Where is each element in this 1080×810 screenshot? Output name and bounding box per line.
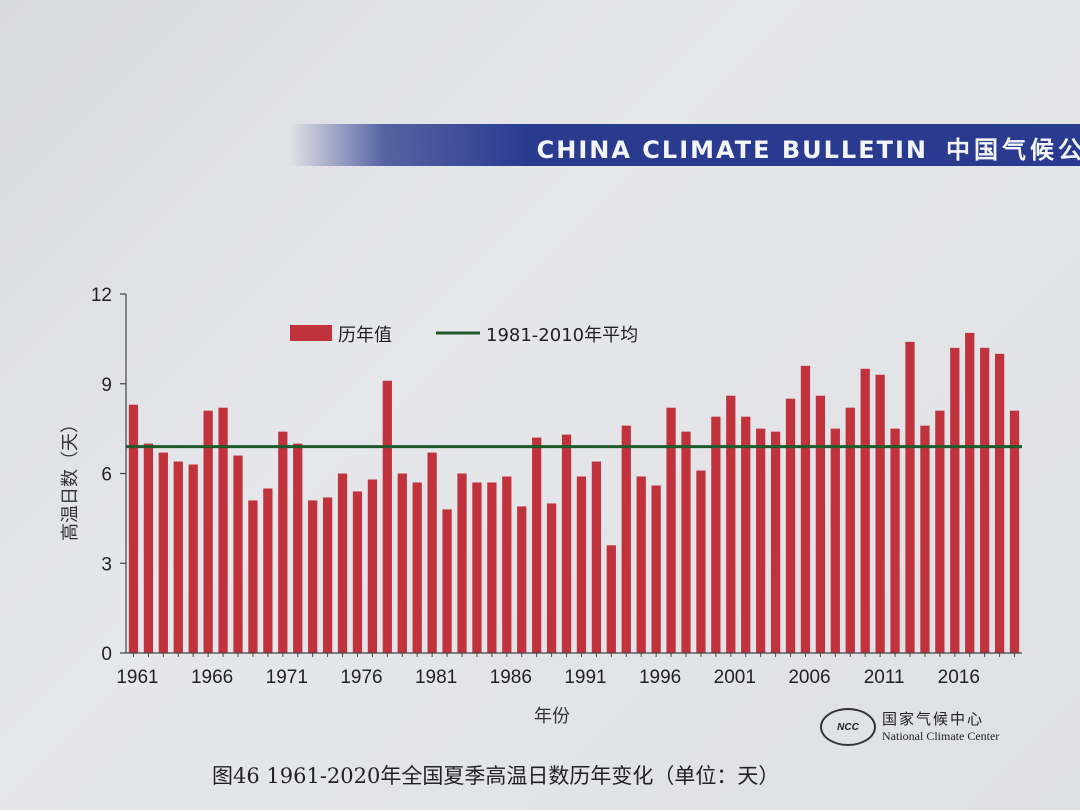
x-tick-label-2001: 2001 [714, 667, 756, 688]
axes: 0 3 6 9 12 1961 1966 1971 1976 1981 1986 1991 1996 20… [60, 285, 1022, 727]
bar-2010 [860, 368, 870, 653]
bar-2002 [741, 416, 751, 653]
bar-1973 [308, 500, 318, 653]
bar-1964 [173, 461, 183, 653]
ncc-logo-block: NCC 国家气候中心 National Climate Center [820, 708, 1030, 748]
bar-1967 [218, 407, 228, 653]
bar-2000 [711, 416, 721, 653]
x-tick-label-2006: 2006 [788, 667, 830, 688]
bar-1980 [412, 482, 422, 653]
bar-1969 [248, 500, 258, 653]
bar-1975 [337, 473, 348, 653]
x-tick-label-1961: 1961 [116, 667, 158, 688]
bar-1986 [502, 476, 512, 653]
bar-1995 [636, 476, 646, 653]
bar-2008 [830, 428, 840, 654]
bar-2016 [950, 347, 960, 653]
bar-2001 [726, 395, 736, 653]
bar-1991 [576, 476, 587, 653]
x-tick-label-1996: 1996 [639, 667, 681, 688]
bar-1978 [382, 380, 392, 653]
x-tick-label-1971: 1971 [266, 667, 308, 688]
bar-1984 [472, 482, 482, 653]
bar-2005 [785, 398, 796, 653]
bar-1983 [457, 473, 467, 653]
bar-2011 [875, 374, 885, 653]
bar-series [126, 332, 1022, 654]
bar-2003 [756, 428, 766, 654]
bar-1985 [487, 482, 497, 653]
banner-title-en: CHINA CLIMATE BULLETIN [536, 136, 928, 164]
bar-1997 [666, 407, 676, 653]
bar-1963 [158, 452, 168, 653]
bar-1993 [606, 545, 616, 653]
y-axis-title: 高温日数（天） [60, 415, 81, 541]
y-tick-label-0: 0 [101, 644, 112, 665]
bar-1972 [293, 443, 303, 653]
bar-2018 [980, 347, 990, 653]
bar-1987 [517, 506, 527, 653]
x-tick-label-1966: 1966 [191, 667, 233, 688]
bar-1996 [651, 485, 661, 653]
bar-2020 [1009, 410, 1020, 653]
bar-2004 [770, 431, 781, 653]
bar-1974 [322, 497, 333, 653]
bar-2015 [935, 410, 945, 653]
bar-1977 [367, 479, 378, 653]
bar-1968 [233, 455, 243, 653]
bar-2019 [994, 353, 1005, 653]
bar-2013 [905, 341, 915, 653]
bar-1962 [143, 443, 154, 653]
bar-1998 [681, 431, 691, 653]
y-tick-label-6: 6 [101, 465, 112, 486]
bar-2009 [845, 407, 855, 653]
bar-2014 [920, 425, 930, 653]
bar-1992 [591, 461, 602, 653]
y-tick-label-12: 12 [91, 285, 112, 306]
banner-title: CHINA CLIMATE BULLETIN 中国气候公 [537, 130, 1080, 165]
legend: 历年值 1981-2010年平均 [290, 325, 638, 346]
x-tick-label-1991: 1991 [564, 667, 606, 688]
figure-caption: 图46 1961-2020年全国夏季高温日数历年变化（单位：天） [212, 764, 780, 788]
bar-1981 [427, 452, 437, 653]
bulletin-banner: CHINA CLIMATE BULLETIN 中国气候公 [290, 124, 1080, 166]
y-tick-label-9: 9 [101, 375, 112, 396]
ncc-logo-icon: NCC [820, 708, 876, 746]
banner-title-cn: 中国气候公 [946, 136, 1080, 164]
x-tick-label-1981: 1981 [415, 667, 457, 688]
bar-1976 [352, 491, 363, 653]
bar-2006 [800, 365, 811, 653]
ncc-name-cn: 国家气候中心 [882, 711, 985, 728]
bar-2017 [965, 332, 975, 653]
y-tick-label-3: 3 [101, 554, 112, 575]
bar-2012 [890, 428, 900, 654]
ncc-name-en: National Climate Center [882, 729, 1000, 743]
bar-1989 [546, 503, 557, 653]
bar-1965 [188, 464, 198, 653]
bar-1982 [442, 509, 452, 653]
bar-2007 [815, 395, 826, 653]
x-axis-title: 年份 [534, 706, 570, 727]
legend-swatch-bars [290, 325, 332, 341]
bar-1990 [561, 434, 572, 653]
bar-1970 [263, 488, 273, 653]
bar-1966 [203, 410, 213, 653]
bar-1979 [397, 473, 407, 653]
bar-1999 [696, 470, 706, 653]
bar-1971 [278, 431, 288, 653]
legend-label-bars: 历年值 [338, 325, 392, 346]
x-tick-label-1976: 1976 [340, 667, 382, 688]
x-tick-label-1986: 1986 [490, 667, 532, 688]
bar-1988 [532, 437, 542, 653]
legend-label-average: 1981-2010年平均 [486, 325, 638, 346]
x-tick-label-2011: 2011 [864, 667, 905, 688]
x-tick-label-2016: 2016 [938, 667, 980, 688]
bar-1994 [621, 425, 631, 653]
bar-1961 [128, 404, 139, 653]
